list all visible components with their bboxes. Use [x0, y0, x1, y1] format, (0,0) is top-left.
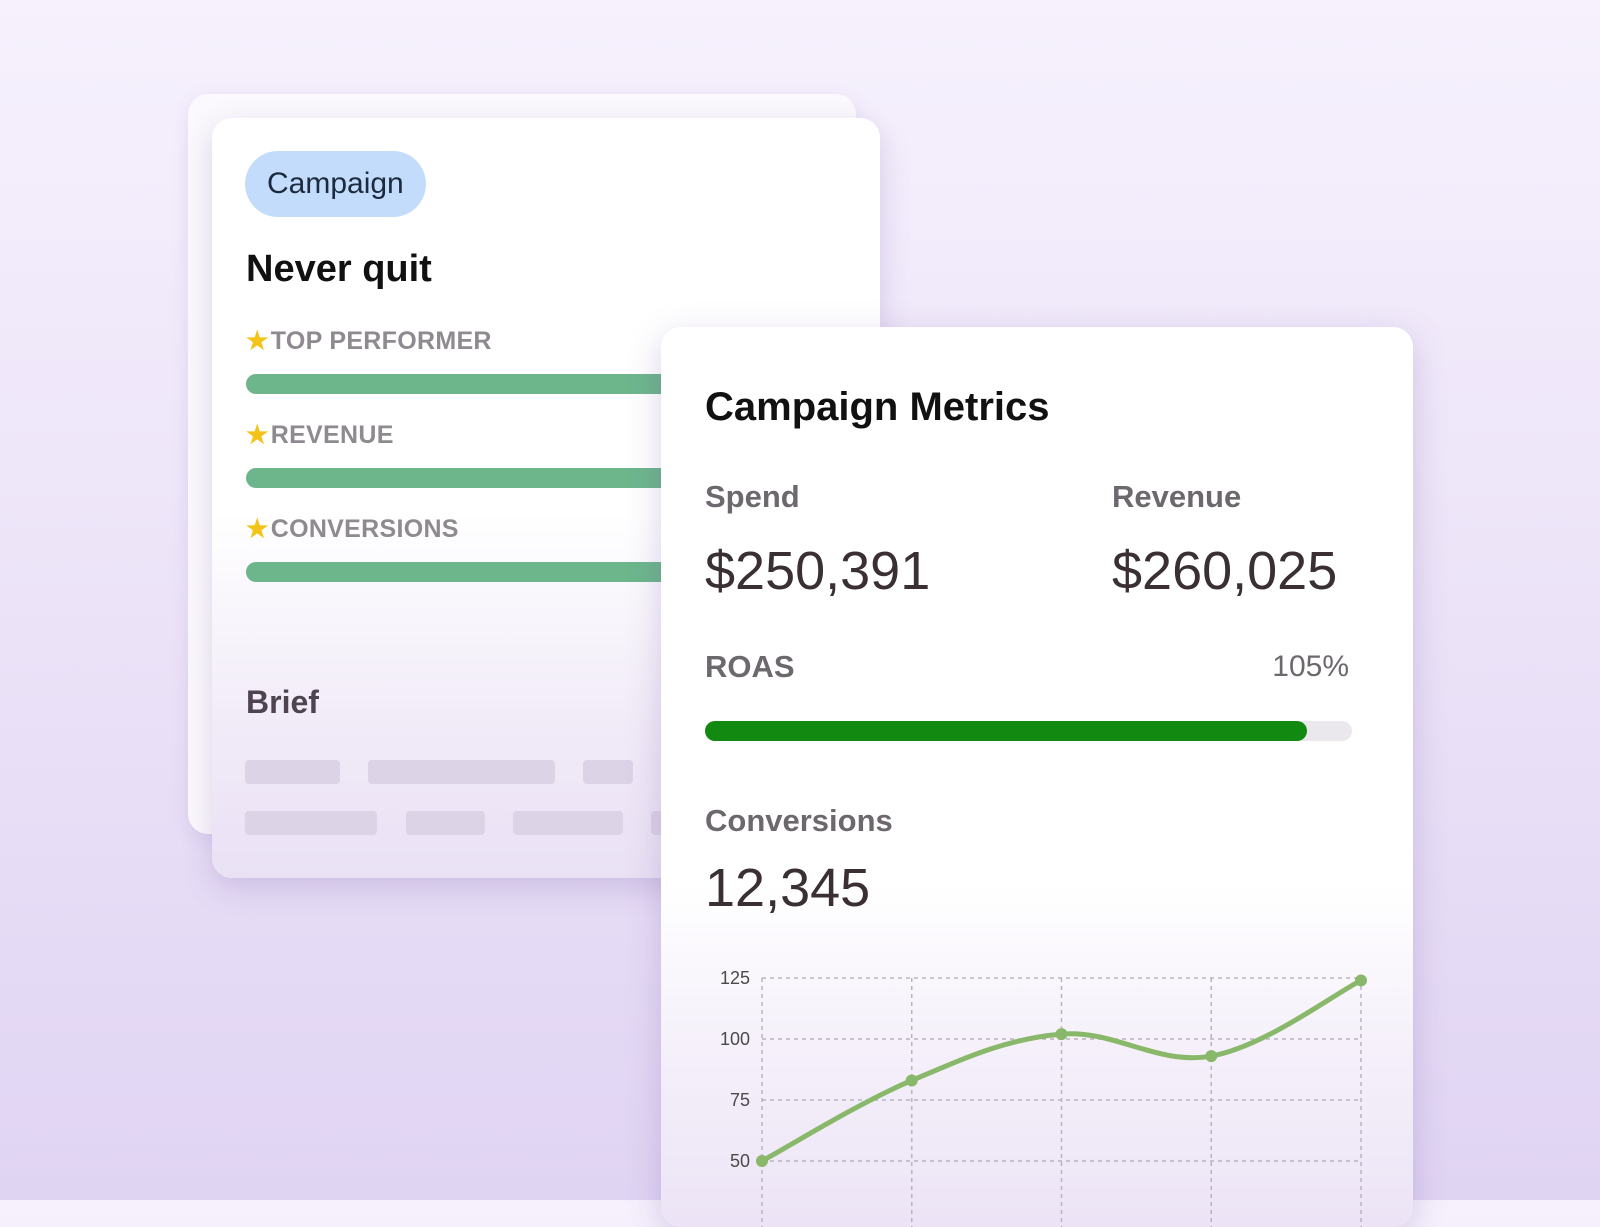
conversions-line-chart: 125 100 75 50 — [720, 968, 1367, 1227]
campaign-tag[interactable]: Campaign — [245, 151, 426, 217]
y-tick-label: 125 — [720, 968, 750, 988]
data-point — [1055, 1028, 1068, 1041]
brief-placeholder-line — [245, 760, 340, 784]
roas-progress-bar — [705, 721, 1352, 741]
data-point — [756, 1155, 768, 1167]
spend-value: $250,391 — [705, 541, 931, 601]
brief-placeholder-line — [245, 811, 377, 835]
metric-label-conversions: ★CONVERSIONS — [246, 515, 459, 543]
metric-label-top-performer: ★TOP PERFORMER — [246, 327, 492, 355]
spend-label: Spend — [705, 479, 800, 514]
data-point — [1355, 974, 1367, 987]
metrics-title: Campaign Metrics — [705, 385, 1050, 429]
data-point — [905, 1074, 918, 1087]
star-icon: ★ — [246, 327, 269, 355]
metric-label-revenue: ★REVENUE — [246, 421, 394, 449]
conversions-label: Conversions — [705, 803, 893, 838]
y-tick-label: 50 — [730, 1151, 750, 1171]
brief-placeholder-line — [583, 760, 633, 784]
y-tick-label: 100 — [720, 1029, 750, 1049]
data-point — [1205, 1050, 1218, 1063]
brief-placeholder-line — [368, 760, 555, 784]
star-icon: ★ — [246, 515, 269, 543]
campaign-metrics-card[interactable]: Campaign Metrics Spend $250,391 Revenue … — [661, 327, 1413, 1227]
campaign-title: Never quit — [246, 248, 432, 290]
star-icon: ★ — [246, 421, 269, 449]
conversions-value: 12,345 — [705, 858, 871, 918]
brief-heading: Brief — [246, 684, 319, 720]
brief-placeholder-line — [513, 811, 623, 835]
revenue-label: Revenue — [1112, 479, 1242, 514]
roas-value: 105% — [1272, 650, 1349, 683]
brief-placeholder-line — [406, 811, 485, 835]
roas-progress-fill — [705, 721, 1307, 741]
revenue-value: $260,025 — [1112, 541, 1338, 601]
y-tick-label: 75 — [730, 1090, 750, 1110]
roas-label: ROAS — [705, 649, 795, 684]
